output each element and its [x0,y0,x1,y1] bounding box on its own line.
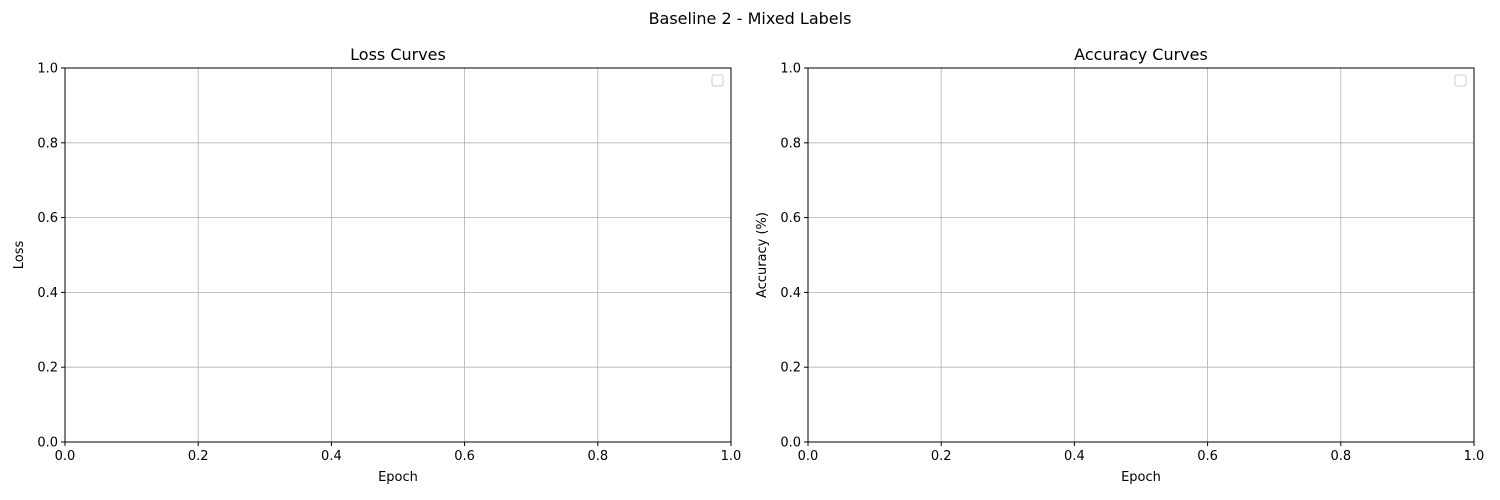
loss-y-tick-label: 0.2 [37,361,58,376]
accuracy-chart-title: Accuracy Curves [1074,45,1208,64]
accuracy-y-tick-label: 1.0 [780,62,801,77]
accuracy-y-tick-label: 0.4 [780,286,801,301]
loss-x-tick-label: 0.4 [321,449,342,464]
accuracy-x-tick-label: 0.0 [798,449,819,464]
accuracy-x-axis-label: Epoch [1121,470,1161,485]
accuracy-y-tick-label: 0.8 [780,136,801,151]
loss-y-tick-label: 1.0 [37,62,58,77]
figure-suptitle: Baseline 2 - Mixed Labels [649,9,852,28]
accuracy-legend-box [1454,74,1467,87]
loss-y-tick-label: 0.4 [37,286,58,301]
loss-y-tick-label: 0.0 [37,436,58,451]
loss-y-tick-label: 0.6 [37,211,58,226]
loss-x-axis-label: Epoch [378,470,418,485]
accuracy-plot-area [808,68,1474,442]
loss-x-tick-label: 1.0 [721,449,742,464]
loss-axes-frame [64,67,732,443]
accuracy-x-tick-label: 0.6 [1197,449,1218,464]
loss-chart-title: Loss Curves [350,45,446,64]
loss-x-tick-label: 0.8 [587,449,608,464]
accuracy-x-tick-label: 0.8 [1330,449,1351,464]
accuracy-y-axis-label: Accuracy (%) [755,212,770,298]
accuracy-y-tick-label: 0.0 [780,436,801,451]
loss-x-tick-label: 0.0 [55,449,76,464]
accuracy-x-tick-label: 0.4 [1064,449,1085,464]
loss-x-tick-label: 0.6 [454,449,475,464]
loss-y-tick-label: 0.8 [37,136,58,151]
loss-plot-area [65,68,731,442]
loss-legend-box [711,74,724,87]
loss-curves-panel: 0.0 0.2 0.4 0.6 0.8 1.0 0.0 0.2 0.4 0.6 0.8 1.0 Loss… [12,45,741,485]
accuracy-x-tick-label: 0.2 [931,449,952,464]
loss-y-axis-label: Loss [12,241,27,270]
accuracy-axes-frame [807,67,1475,443]
accuracy-y-tick-label: 0.2 [780,361,801,376]
accuracy-x-tick-label: 1.0 [1464,449,1485,464]
accuracy-y-tick-label: 0.6 [780,211,801,226]
accuracy-curves-panel: 0.0 0.2 0.4 0.6 0.8 1.0 0.0 0.2 0.4 0.6 0.8 1.0 Accu… [755,45,1484,485]
loss-x-tick-label: 0.2 [188,449,209,464]
